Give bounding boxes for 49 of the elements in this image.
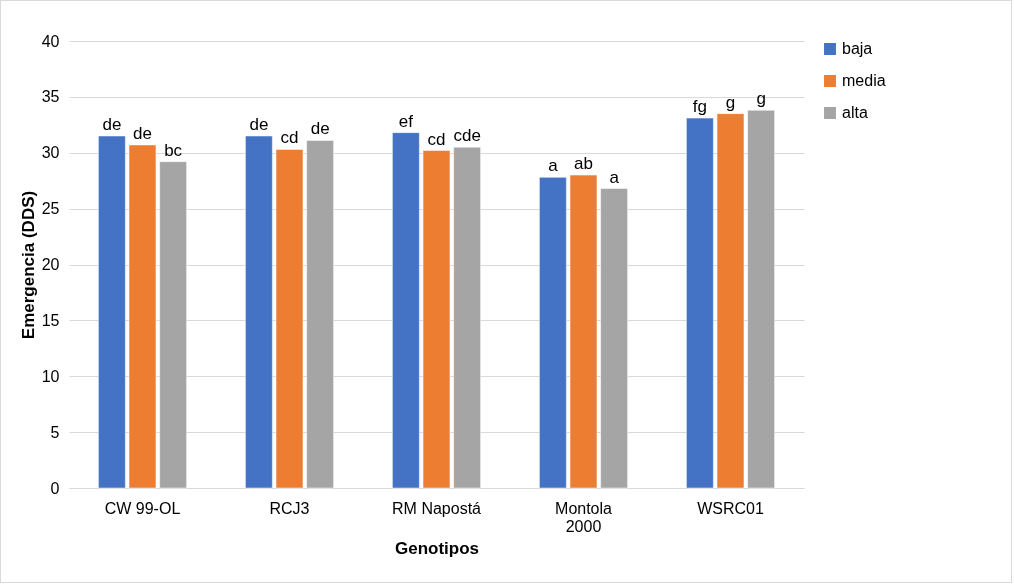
x-tick-label: WSRC01: [697, 499, 764, 517]
data-label: de: [102, 114, 122, 134]
x-tick-label: CW 99-OL: [104, 499, 181, 517]
bar: [686, 117, 714, 489]
bar: [422, 150, 451, 489]
bar: [306, 140, 334, 489]
bar: [747, 110, 775, 489]
x-axis-title: Genotipos: [394, 538, 480, 558]
legend-label: baja: [842, 40, 873, 57]
y-tick-label: 0: [50, 479, 60, 497]
y-tick-label: 40: [41, 32, 60, 50]
bar: [128, 144, 157, 489]
bar: [453, 146, 481, 489]
bar: [600, 188, 628, 489]
bar: [392, 132, 420, 489]
data-label: g: [756, 89, 766, 109]
bar: [569, 174, 598, 489]
bar: [716, 113, 745, 489]
data-label: de: [249, 114, 269, 134]
bar: [98, 135, 126, 489]
y-tick-label: 20: [41, 256, 60, 273]
data-label: ef: [398, 111, 414, 131]
x-tick-label: RM Napostá: [392, 499, 482, 517]
data-label: a: [609, 167, 620, 187]
bar: [159, 161, 187, 489]
y-tick-label: 35: [41, 88, 60, 106]
data-label: de: [133, 123, 152, 143]
y-tick-label: 10: [41, 367, 60, 385]
data-label: cd: [427, 129, 446, 149]
data-label: a: [548, 156, 559, 176]
data-label: g: [725, 92, 736, 112]
bar: [275, 149, 304, 489]
bar: [245, 135, 273, 489]
y-tick-label: 15: [41, 311, 60, 329]
data-label: bc: [164, 140, 183, 160]
y-tick-label: 5: [50, 423, 60, 441]
data-label: cde: [453, 126, 481, 146]
legend-label: media: [842, 72, 886, 89]
bar: [539, 177, 567, 489]
y-tick-label: 30: [41, 144, 60, 162]
y-axis-title: Emergencia (DDS): [18, 190, 38, 340]
legend-label: alta: [842, 104, 868, 121]
data-label: de: [310, 119, 330, 139]
x-tick-label: Montola 2000: [555, 499, 613, 535]
x-tick-label: RCJ3: [269, 499, 310, 517]
data-label: fg: [692, 97, 707, 117]
data-label: cd: [280, 128, 299, 148]
y-tick-label: 25: [41, 200, 60, 218]
data-label: ab: [574, 154, 593, 174]
